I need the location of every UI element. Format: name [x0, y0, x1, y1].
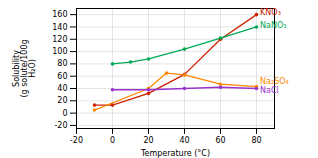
svg-text:Temperature (°C): Temperature (°C) — [140, 149, 210, 158]
svg-text:-20: -20 — [54, 121, 67, 130]
svg-text:80: 80 — [57, 59, 67, 68]
svg-text:40: 40 — [57, 84, 67, 93]
svg-text:20: 20 — [57, 96, 67, 105]
svg-text:100: 100 — [52, 47, 67, 56]
svg-text:0: 0 — [62, 109, 67, 118]
svg-text:140: 140 — [52, 23, 67, 32]
svg-text:60: 60 — [215, 136, 225, 145]
svg-text:40: 40 — [179, 136, 189, 145]
svg-text:-20: -20 — [70, 136, 83, 145]
svg-text:Na₂SO₄: Na₂SO₄ — [260, 77, 289, 86]
svg-text:0: 0 — [110, 136, 115, 145]
svg-text:KNO₃: KNO₃ — [260, 8, 281, 17]
svg-text:NaCl: NaCl — [260, 86, 279, 95]
svg-text:20: 20 — [143, 136, 153, 145]
svg-text:80: 80 — [251, 136, 261, 145]
svg-text:NaNO₃: NaNO₃ — [260, 21, 286, 30]
svg-text:160: 160 — [52, 10, 67, 19]
svg-text:120: 120 — [52, 35, 67, 44]
svg-text:Solubility(g solute/100gH₂O): Solubility(g solute/100gH₂O) — [12, 39, 37, 97]
svg-text:60: 60 — [57, 72, 67, 81]
